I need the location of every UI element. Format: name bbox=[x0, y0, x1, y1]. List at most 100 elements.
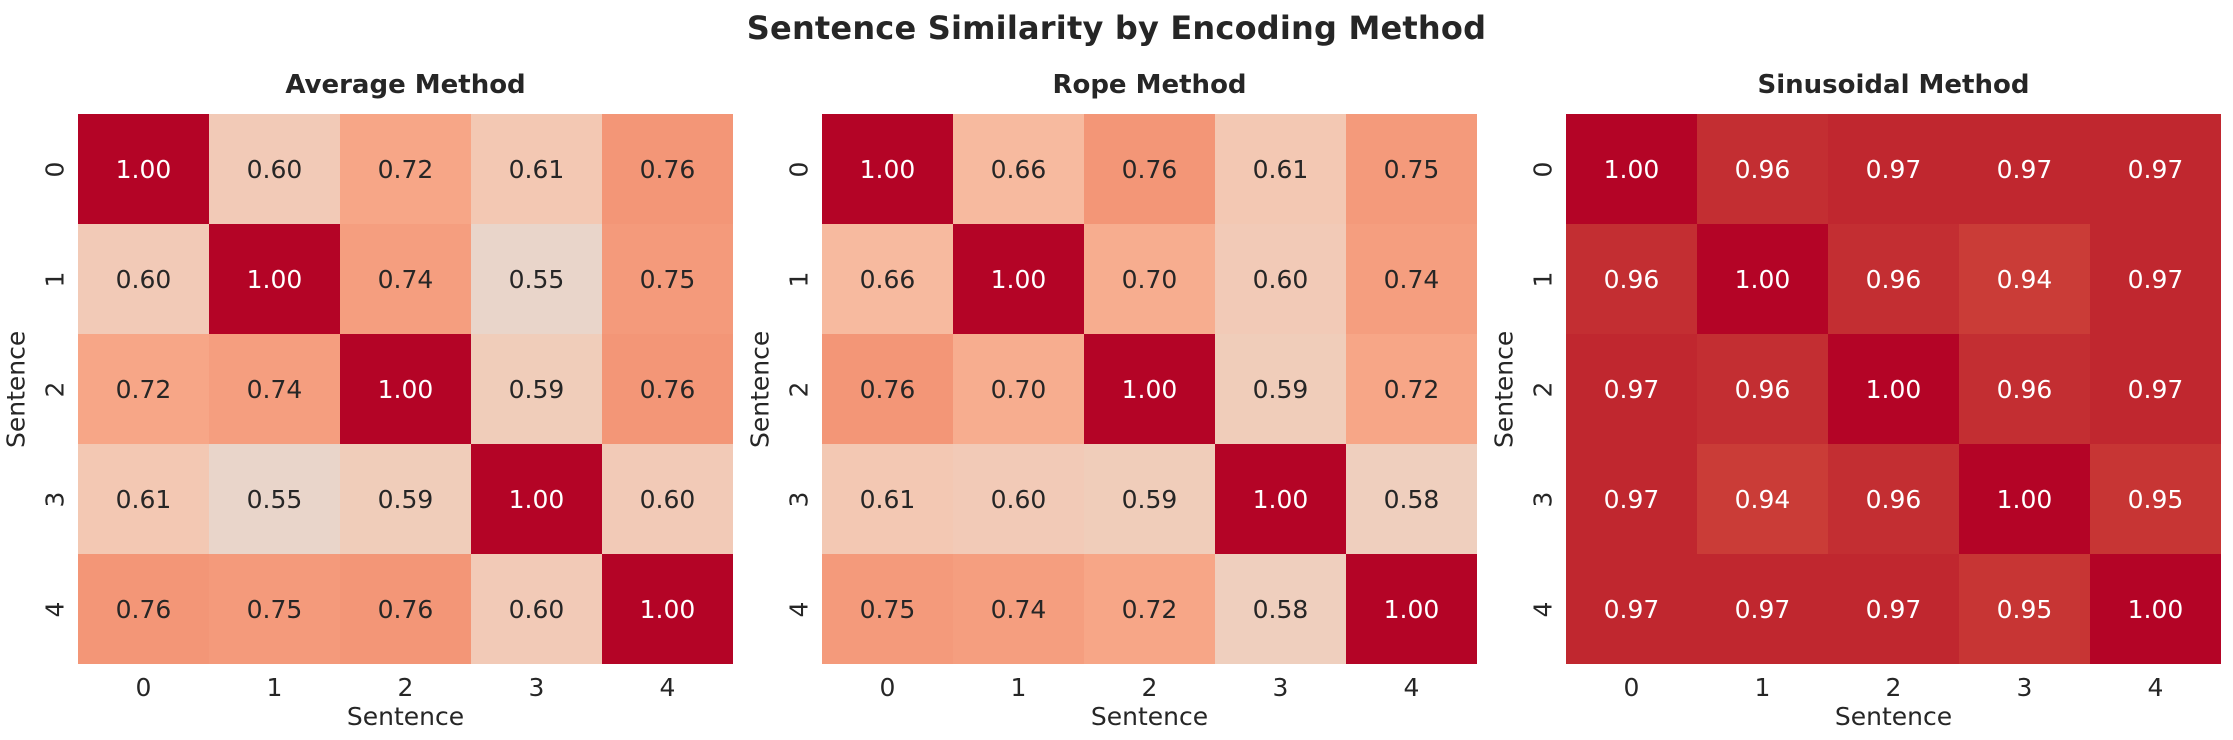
heatmap-cell: 0.97 bbox=[1566, 554, 1697, 664]
heatmap-cell: 0.96 bbox=[1828, 224, 1959, 334]
heatmap-grid: 1.00 0.66 0.76 0.61 0.75 0.66 1.00 0.70 0.60 0.74… bbox=[822, 114, 1477, 664]
heatmap-cell: 1.00 bbox=[1697, 224, 1828, 334]
heatmap-cell: 1.00 bbox=[953, 224, 1084, 334]
heatmap-cell: 1.00 bbox=[1215, 444, 1346, 554]
heatmap-cell: 0.74 bbox=[1346, 224, 1477, 334]
heatmap-cell: 0.72 bbox=[78, 334, 209, 444]
heatmap-cell: 1.00 bbox=[1084, 334, 1215, 444]
heatmap-cell: 1.00 bbox=[2090, 554, 2221, 664]
heatmap-cell: 0.75 bbox=[822, 554, 953, 664]
heatmap-cell: 0.96 bbox=[1828, 444, 1959, 554]
heatmap-cell: 0.96 bbox=[1697, 114, 1828, 224]
y-tick-label: 1 bbox=[1528, 271, 1557, 287]
heatmap-cell: 0.96 bbox=[1697, 334, 1828, 444]
heatmap-cell: 0.95 bbox=[2090, 444, 2221, 554]
figure-title: Sentence Similarity by Encoding Method bbox=[746, 9, 1487, 47]
heatmap-cell: 0.97 bbox=[2090, 334, 2221, 444]
heatmap-grid: 1.00 0.96 0.97 0.97 0.97 0.96 1.00 0.96 0.94 0.97… bbox=[1566, 114, 2221, 664]
x-axis-label: Sentence bbox=[1834, 702, 1953, 731]
y-tick-label: 0 bbox=[40, 161, 69, 177]
y-axis-label: Sentence bbox=[1, 330, 31, 448]
y-axis-label: Sentence bbox=[745, 330, 775, 448]
heatmap-cell: 0.97 bbox=[2090, 224, 2221, 334]
x-tick-label: 0 bbox=[1623, 672, 1640, 702]
y-tick-label: 3 bbox=[1528, 491, 1557, 507]
heatmap-cell: 0.72 bbox=[1084, 554, 1215, 664]
heatmap-cell: 0.60 bbox=[78, 224, 209, 334]
heatmap-cell: 1.00 bbox=[1566, 114, 1697, 224]
x-tick-label: 3 bbox=[2016, 672, 2033, 702]
heatmap-cell: 0.95 bbox=[1959, 554, 2090, 664]
heatmap-cell: 0.76 bbox=[78, 554, 209, 664]
x-tick-label: 4 bbox=[659, 672, 676, 702]
heatmap-cell: 0.59 bbox=[1215, 334, 1346, 444]
y-tick-label: 2 bbox=[40, 381, 69, 397]
heatmap-cell: 0.74 bbox=[209, 334, 340, 444]
y-axis-label: Sentence bbox=[1489, 330, 1519, 448]
heatmap-cell: 0.75 bbox=[602, 224, 733, 334]
x-tick-label: 4 bbox=[1403, 672, 1420, 702]
heatmap-cell: 0.97 bbox=[2090, 114, 2221, 224]
heatmap-cell: 0.76 bbox=[602, 114, 733, 224]
y-tick-labels: 0 1 2 3 4 bbox=[1519, 114, 1566, 664]
heatmap-cell: 0.75 bbox=[1346, 114, 1477, 224]
x-axis-label: Sentence bbox=[1090, 702, 1209, 731]
x-tick-labels: 0 1 2 3 4 bbox=[1566, 664, 2221, 702]
heatmap-cell: 0.66 bbox=[822, 224, 953, 334]
heatmap-cell: 0.72 bbox=[340, 114, 471, 224]
heatmap-cell: 0.60 bbox=[602, 444, 733, 554]
y-tick-labels: 0 1 2 3 4 bbox=[31, 114, 78, 664]
heatmap-cell: 0.76 bbox=[602, 334, 733, 444]
heatmap-cell: 0.75 bbox=[209, 554, 340, 664]
y-tick-label: 2 bbox=[784, 381, 813, 397]
heatmap-cell: 0.60 bbox=[1215, 224, 1346, 334]
heatmap-cell: 0.76 bbox=[822, 334, 953, 444]
x-tick-labels: 0 1 2 3 4 bbox=[822, 664, 1477, 702]
y-tick-label: 2 bbox=[1528, 381, 1557, 397]
heatmap-cell: 0.94 bbox=[1959, 224, 2090, 334]
x-tick-label: 2 bbox=[397, 672, 414, 702]
x-tick-label: 1 bbox=[1754, 672, 1771, 702]
heatmap-cell: 0.66 bbox=[953, 114, 1084, 224]
x-tick-label: 3 bbox=[528, 672, 545, 702]
heatmap-cell: 0.55 bbox=[471, 224, 602, 334]
heatmap-cell: 0.58 bbox=[1346, 444, 1477, 554]
heatmap-cell: 1.00 bbox=[602, 554, 733, 664]
x-tick-label: 4 bbox=[2147, 672, 2164, 702]
y-tick-label: 4 bbox=[784, 601, 813, 617]
x-tick-label: 2 bbox=[1141, 672, 1158, 702]
y-tick-labels: 0 1 2 3 4 bbox=[775, 114, 822, 664]
heatmap-cell: 0.70 bbox=[1084, 224, 1215, 334]
heatmap-cell: 0.70 bbox=[953, 334, 1084, 444]
heatmap-cell: 0.59 bbox=[471, 334, 602, 444]
heatmap-cell: 1.00 bbox=[78, 114, 209, 224]
subplot-title: Sinusoidal Method bbox=[1757, 70, 2030, 100]
heatmap-cell: 1.00 bbox=[340, 334, 471, 444]
heatmap-cell: 0.97 bbox=[1828, 114, 1959, 224]
heatmap-cell: 0.97 bbox=[1566, 444, 1697, 554]
y-tick-label: 4 bbox=[1528, 601, 1557, 617]
heatmap-cell: 0.58 bbox=[1215, 554, 1346, 664]
heatmap-cell: 0.55 bbox=[209, 444, 340, 554]
x-tick-labels: 0 1 2 3 4 bbox=[78, 664, 733, 702]
subplot-title: Average Method bbox=[285, 70, 526, 100]
heatmap-cell: 0.97 bbox=[1566, 334, 1697, 444]
heatmap-cell: 0.97 bbox=[1697, 554, 1828, 664]
heatmap-cell: 0.96 bbox=[1566, 224, 1697, 334]
y-tick-label: 4 bbox=[40, 601, 69, 617]
heatmap-cell: 0.60 bbox=[471, 554, 602, 664]
heatmap-cell: 0.59 bbox=[1084, 444, 1215, 554]
x-tick-label: 1 bbox=[266, 672, 283, 702]
heatmap-cell: 1.00 bbox=[209, 224, 340, 334]
heatmap-cell: 0.60 bbox=[209, 114, 340, 224]
y-tick-label: 0 bbox=[784, 161, 813, 177]
heatmap-cell: 0.60 bbox=[953, 444, 1084, 554]
x-axis-label: Sentence bbox=[346, 702, 465, 731]
y-tick-label: 1 bbox=[40, 271, 69, 287]
heatmap-cell: 0.76 bbox=[340, 554, 471, 664]
